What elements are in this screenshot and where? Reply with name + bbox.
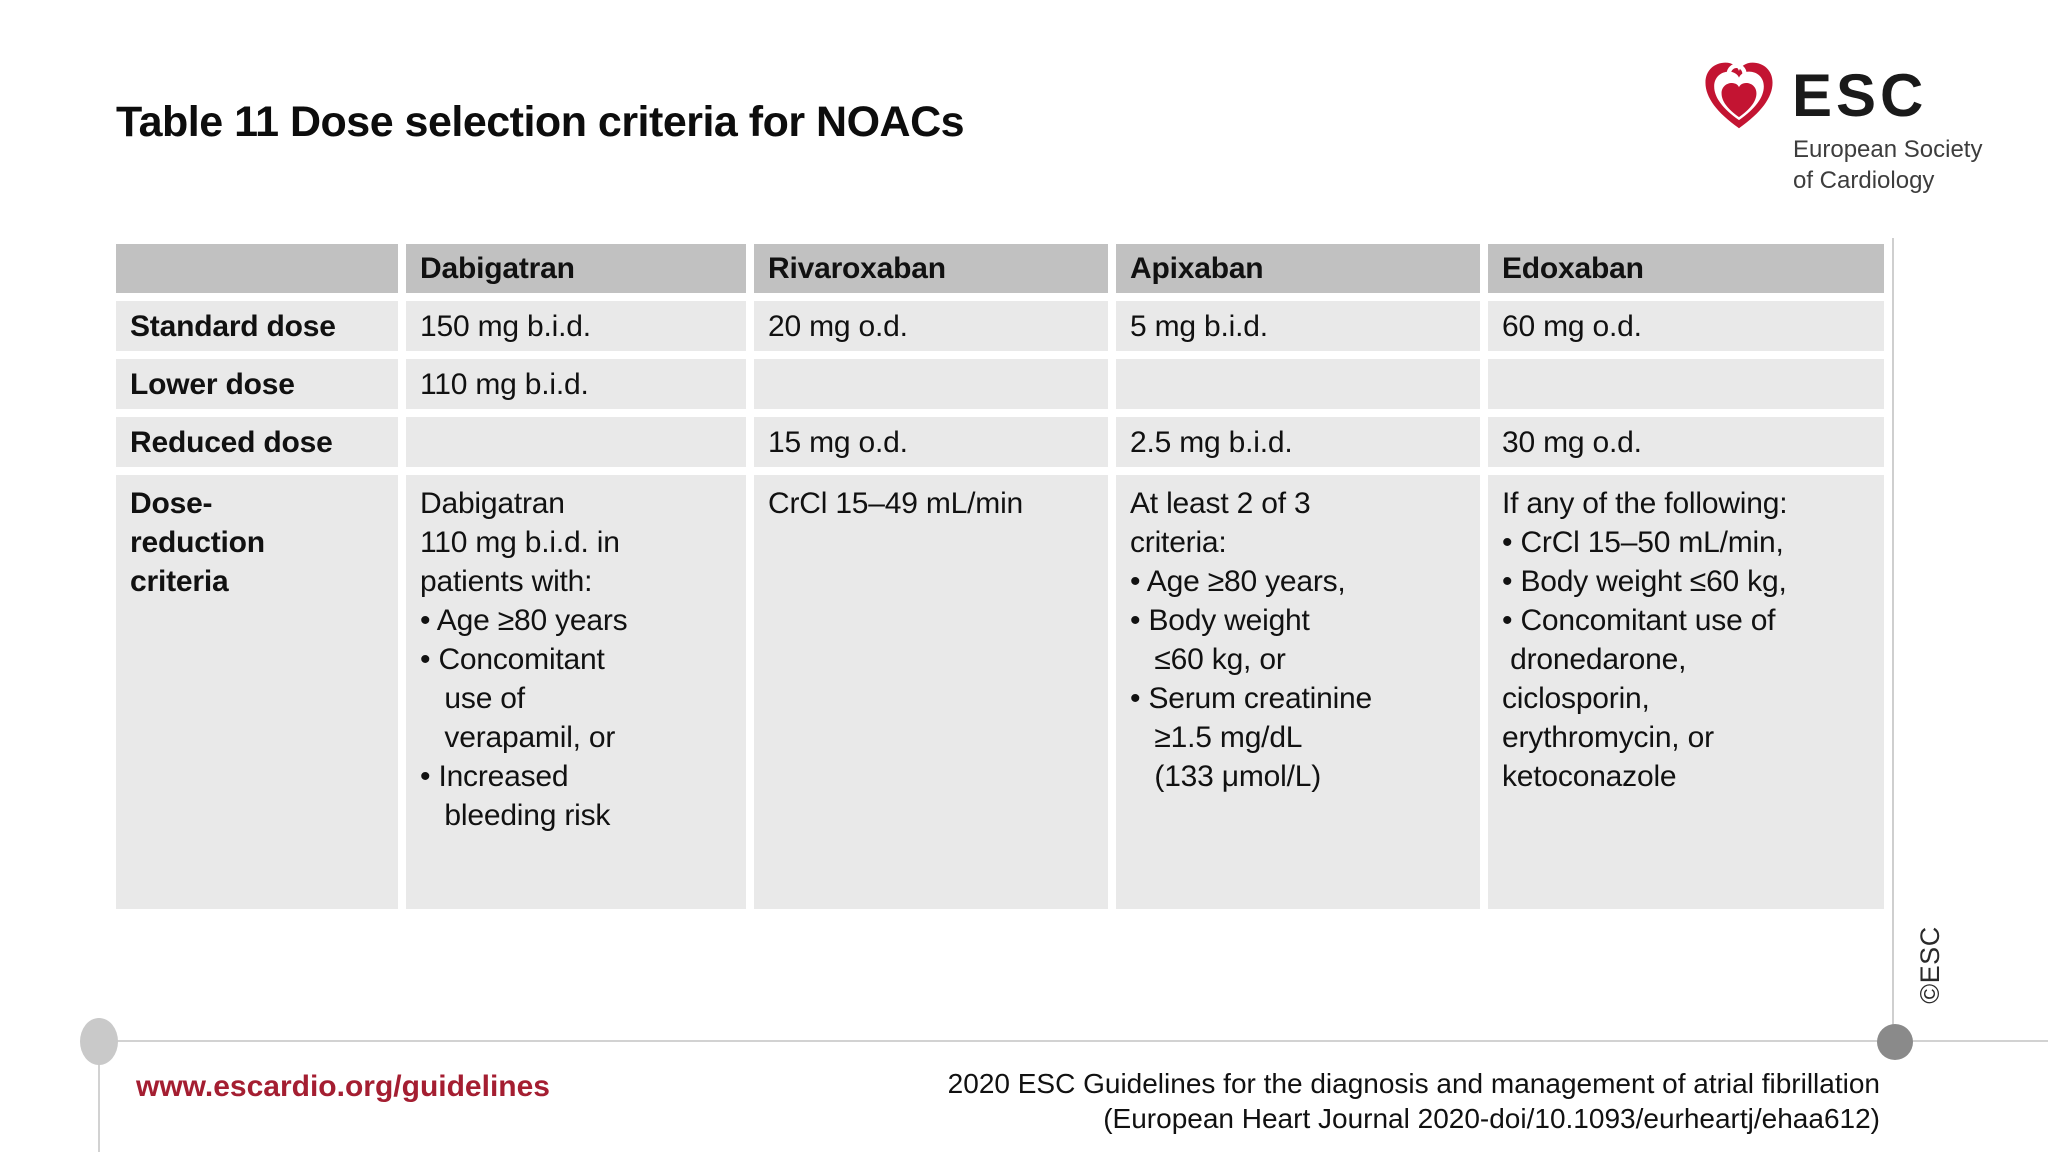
cell-criteria-rivaroxaban: CrCl 15–49 mL/min bbox=[754, 475, 1108, 909]
row-label-standard-dose: Standard dose bbox=[116, 301, 398, 351]
row-label-lower-dose: Lower dose bbox=[116, 359, 398, 409]
esc-heart-icon bbox=[1705, 62, 1773, 129]
cell-criteria-apixaban: At least 2 of 3 criteria: • Age ≥80 year… bbox=[1116, 475, 1480, 909]
col-header-empty bbox=[116, 244, 398, 293]
col-header-dabigatran: Dabigatran bbox=[406, 244, 746, 293]
cell-lower-edoxaban bbox=[1488, 359, 1884, 409]
footer-right-circle bbox=[1877, 1024, 1913, 1060]
esc-logo-tagline: European Society of Cardiology bbox=[1793, 134, 1982, 196]
cell-criteria-edoxaban: If any of the following: • CrCl 15–50 mL… bbox=[1488, 475, 1884, 909]
footer-horizontal-rule bbox=[99, 1040, 2048, 1042]
cell-reduced-dabigatran bbox=[406, 417, 746, 467]
col-header-rivaroxaban: Rivaroxaban bbox=[754, 244, 1108, 293]
footer-left-circle bbox=[80, 1018, 118, 1065]
esc-tagline-line1: European Society bbox=[1793, 136, 1983, 163]
citation-line1: 2020 ESC Guidelines for the diagnosis an… bbox=[947, 1068, 1880, 1099]
cell-lower-rivaroxaban bbox=[754, 359, 1108, 409]
cell-standard-dabigatran: 150 mg b.i.d. bbox=[406, 301, 746, 351]
dose-selection-table: Dabigatran Rivaroxaban Apixaban Edoxaban… bbox=[116, 244, 1884, 909]
guidelines-url-link[interactable]: www.escardio.org/guidelines bbox=[136, 1070, 550, 1103]
row-label-dose-reduction-criteria: Dose- reduction criteria bbox=[116, 475, 398, 909]
right-vertical-rule bbox=[1892, 238, 1894, 1042]
footer-left-vertical-rule bbox=[98, 1042, 100, 1152]
citation-line2: (European Heart Journal 2020-doi/10.1093… bbox=[1103, 1103, 1880, 1134]
esc-logo-text: ESC bbox=[1792, 62, 1928, 129]
cell-reduced-apixaban: 2.5 mg b.i.d. bbox=[1116, 417, 1480, 467]
col-header-apixaban: Apixaban bbox=[1116, 244, 1480, 293]
cell-lower-dabigatran: 110 mg b.i.d. bbox=[406, 359, 746, 409]
esc-tagline-line2: of Cardiology bbox=[1793, 167, 1935, 194]
col-header-edoxaban: Edoxaban bbox=[1488, 244, 1884, 293]
row-label-reduced-dose: Reduced dose bbox=[116, 417, 398, 467]
cell-standard-rivaroxaban: 20 mg o.d. bbox=[754, 301, 1108, 351]
cell-criteria-dabigatran: Dabigatran 110 mg b.i.d. in patients wit… bbox=[406, 475, 746, 909]
esc-copyright-watermark: ©ESC bbox=[1915, 926, 1945, 1004]
cell-reduced-edoxaban: 30 mg o.d. bbox=[1488, 417, 1884, 467]
cell-lower-apixaban bbox=[1116, 359, 1480, 409]
citation: 2020 ESC Guidelines for the diagnosis an… bbox=[800, 1066, 1880, 1136]
cell-standard-edoxaban: 60 mg o.d. bbox=[1488, 301, 1884, 351]
page-title: Table 11 Dose selection criteria for NOA… bbox=[116, 98, 965, 146]
cell-reduced-rivaroxaban: 15 mg o.d. bbox=[754, 417, 1108, 467]
cell-standard-apixaban: 5 mg b.i.d. bbox=[1116, 301, 1480, 351]
